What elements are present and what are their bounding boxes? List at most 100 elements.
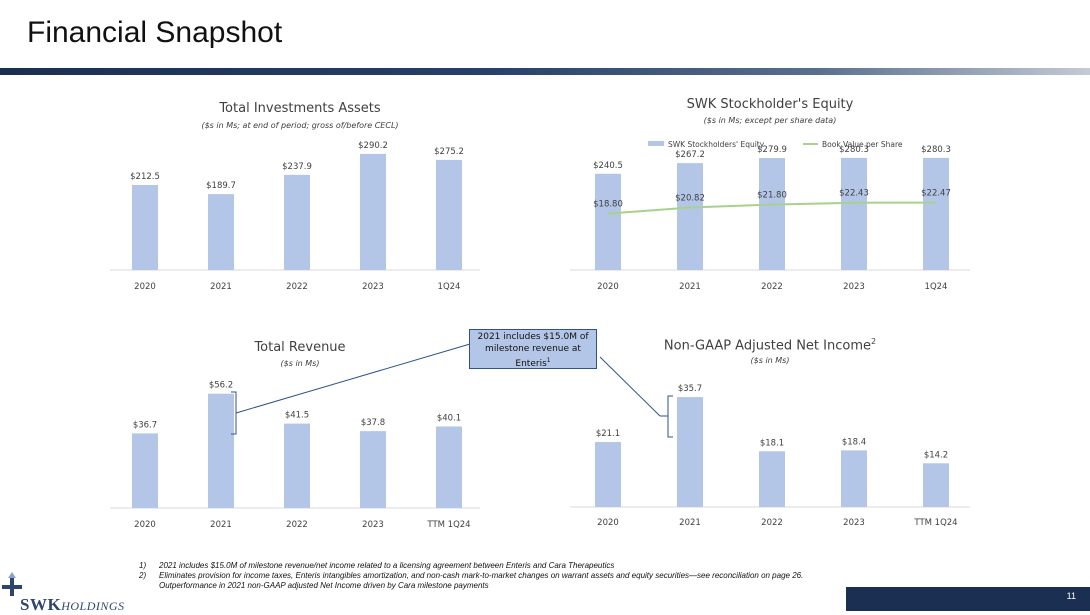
- bar: [360, 431, 386, 508]
- logo-text: SWKHOLDINGS: [20, 595, 125, 614]
- bar: [436, 426, 462, 508]
- line-data-label: $18.80: [593, 200, 623, 210]
- data-label: $18.1: [760, 438, 784, 448]
- income-bracket: [667, 395, 673, 438]
- data-label: $212.5: [130, 172, 160, 182]
- x-tick-label: 2022: [286, 282, 308, 292]
- page-title: Financial Snapshot: [27, 16, 283, 49]
- chart-plot: $240.5 2020 $267.2 2021 $279.9 2022 $280.3 2023…: [570, 140, 970, 292]
- bar: [360, 153, 386, 270]
- legend-swatch-bar: [648, 141, 664, 146]
- bar: [208, 194, 234, 270]
- bar: [759, 451, 785, 507]
- page-number-band: 11: [846, 587, 1090, 611]
- bar: [677, 397, 703, 507]
- bar: [132, 433, 158, 508]
- bar: [923, 463, 949, 507]
- revenue-connector: [235, 343, 471, 414]
- income-connector: [599, 356, 661, 417]
- data-label: $35.7: [678, 384, 702, 394]
- x-tick-label: 2023: [843, 518, 865, 528]
- legend-label: SWK Stockholders' Equity: [668, 140, 765, 149]
- line-data-label: $21.80: [757, 191, 787, 201]
- x-tick-label: 2021: [679, 282, 701, 292]
- data-label: $189.7: [206, 181, 236, 191]
- chart-stockholders-equity: SWK Stockholder's Equity ($s in Ms; exce…: [570, 95, 970, 305]
- title-rule: [0, 68, 1090, 75]
- line-data-label: $22.47: [921, 189, 951, 199]
- chart-adjusted-net-income: Non-GAAP Adjusted Net Income2 ($s in Ms)…: [570, 335, 970, 535]
- data-label: $21.1: [596, 429, 620, 439]
- line-data-label: $22.43: [839, 189, 869, 199]
- x-tick-label: 2023: [362, 520, 384, 530]
- x-tick-label: 2021: [210, 520, 232, 530]
- data-label: $280.3: [839, 145, 869, 155]
- data-label: $240.5: [593, 161, 623, 171]
- data-label: $40.1: [437, 413, 461, 423]
- data-label: $14.2: [924, 450, 948, 460]
- chart-subtitle: ($s in Ms; except per share data): [703, 116, 837, 125]
- x-tick-label: 2022: [286, 520, 308, 530]
- x-tick-label: 2020: [134, 282, 156, 292]
- x-tick-label: 2021: [210, 282, 232, 292]
- milestone-callout: 2021 includes $15.0M of milestone revenu…: [469, 329, 597, 369]
- chart-title: Total Revenue: [254, 340, 346, 355]
- footnote-2: 2) Eliminates provision for income taxes,…: [139, 571, 804, 580]
- bar: [284, 423, 310, 508]
- x-tick-label: 2020: [134, 520, 156, 530]
- chart-subtitle: ($s in Ms): [750, 356, 790, 365]
- bar: [595, 173, 621, 270]
- chart-plot: $21.1 2020 $35.7 2021 $18.1 2022 $18.4 2023 $14.…: [570, 384, 970, 528]
- chart-total-investments: Total Investments Assets ($s in Ms; at e…: [110, 95, 490, 305]
- callout-line: 2021 includes $15.0M of: [477, 332, 589, 342]
- page-number: 11: [1066, 591, 1076, 601]
- bar: [923, 157, 949, 270]
- callout-line: milestone revenue at: [485, 344, 581, 354]
- x-tick-label: 1Q24: [925, 282, 948, 292]
- footnote-2-cont: Outperformance in 2021 non-GAAP adjusted…: [159, 581, 489, 590]
- data-label: $36.7: [133, 420, 157, 430]
- data-label: $18.4: [842, 437, 866, 447]
- chart-subtitle: ($s in Ms): [280, 359, 320, 368]
- chart-title: SWK Stockholder's Equity: [686, 97, 854, 112]
- swk-logo-icon: [2, 572, 22, 596]
- data-label: $275.2: [434, 147, 464, 157]
- x-tick-label: 2020: [597, 518, 619, 528]
- bar: [841, 450, 867, 507]
- revenue-bracket: [231, 391, 237, 435]
- bar: [677, 163, 703, 270]
- bar: [436, 159, 462, 270]
- data-label: $279.9: [757, 145, 787, 155]
- line-data-label: $20.82: [675, 194, 705, 204]
- data-label: $41.5: [285, 411, 309, 421]
- data-label: $237.9: [282, 162, 312, 172]
- legend-label: Book Value per Share: [822, 140, 903, 149]
- bar: [132, 185, 158, 270]
- x-tick-label: 2020: [597, 282, 619, 292]
- x-tick-label: 1Q24: [438, 282, 461, 292]
- footnotes: 1) 2021 includes $15.0M of milestone reve…: [139, 561, 803, 591]
- data-label: $37.8: [361, 418, 385, 428]
- data-label: $280.3: [921, 145, 951, 155]
- series-line: [607, 201, 937, 215]
- bar: [759, 158, 785, 270]
- footnote-1: 1) 2021 includes $15.0M of milestone reve…: [139, 561, 615, 570]
- bar: [208, 393, 234, 508]
- x-tick-label: TTM 1Q24: [913, 518, 957, 528]
- chart-total-revenue: Total Revenue ($s in Ms) $36.7 2020 $56.2 2…: [110, 338, 490, 538]
- x-tick-label: 2022: [761, 282, 783, 292]
- chart-title: Non-GAAP Adjusted Net Income2: [663, 337, 877, 354]
- bar: [841, 157, 867, 270]
- x-tick-label: 2023: [843, 282, 865, 292]
- x-tick-label: 2023: [362, 282, 384, 292]
- bar: [284, 174, 310, 270]
- x-tick-label: TTM 1Q24: [426, 520, 470, 530]
- data-label: $267.2: [675, 150, 705, 160]
- data-label: $56.2: [209, 381, 233, 391]
- bar: [595, 442, 621, 507]
- x-tick-label: 2022: [761, 518, 783, 528]
- chart-subtitle: ($s in Ms; at end of period; gross of/be…: [201, 121, 399, 130]
- callout-line: Enteris1: [515, 357, 551, 369]
- chart-title: Total Investments Assets: [219, 101, 381, 116]
